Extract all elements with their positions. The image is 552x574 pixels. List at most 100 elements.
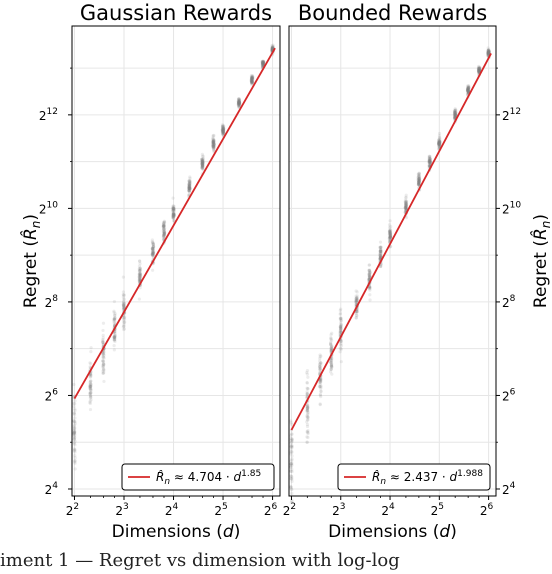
scatter-point [73, 420, 77, 424]
scatter-point [250, 79, 255, 84]
scatter-point [260, 61, 265, 65]
scatter-point [318, 368, 322, 372]
scatter-point [151, 241, 155, 246]
scatter-point [101, 340, 105, 344]
scatter-point [289, 474, 294, 478]
scatter-point [101, 362, 106, 366]
scatter-point [388, 230, 393, 234]
scatter-point [379, 248, 383, 252]
scatter-point [404, 202, 408, 206]
scatter-point [162, 224, 166, 228]
scatter-point [289, 421, 293, 425]
scatter-point [237, 101, 241, 105]
scatter-point [467, 84, 471, 88]
scatter-point [162, 230, 166, 234]
scatter-point [150, 252, 154, 256]
scatter-point [305, 380, 309, 385]
scatter-point [306, 435, 310, 440]
scatter-point [221, 129, 225, 133]
scatter-point [388, 232, 392, 236]
scatter-point [355, 298, 359, 302]
scatter-point [112, 335, 116, 339]
scatter-point [319, 385, 323, 389]
scatter-point [486, 50, 490, 55]
scatter-point [171, 207, 175, 211]
scatter-point [201, 158, 205, 163]
scatter-point [200, 161, 205, 165]
scatter-point [162, 230, 166, 234]
scatter-point [187, 189, 191, 193]
scatter-point [330, 357, 334, 361]
scatter-point [453, 107, 457, 111]
scatter-point [187, 188, 192, 193]
scatter-point [72, 428, 76, 432]
scatter-point [367, 268, 371, 272]
scatter-point [122, 318, 126, 322]
scatter-point [138, 269, 142, 273]
scatter-point [453, 114, 457, 118]
scatter-point [262, 60, 266, 64]
scatter-point [220, 127, 224, 132]
scatter-point [465, 89, 470, 93]
scatter-point [289, 477, 293, 481]
scatter-point [162, 230, 166, 234]
scatter-point [260, 64, 264, 68]
scatter-point [138, 276, 142, 280]
scatter-point [187, 183, 191, 187]
scatter-point [89, 384, 93, 389]
scatter-point [237, 100, 241, 104]
scatter-point [200, 160, 204, 164]
scatter-point [466, 84, 470, 88]
scatter-point [200, 162, 204, 166]
scatter-point [237, 99, 241, 103]
scatter-point [404, 204, 408, 208]
scatter-point [329, 336, 333, 340]
scatter-point [305, 440, 309, 444]
scatter-point [251, 76, 255, 80]
scatter-point [261, 61, 265, 66]
scatter-point [260, 61, 264, 65]
scatter-point [467, 85, 471, 89]
scatter-point [112, 336, 116, 340]
scatter-point [417, 179, 421, 183]
scatter-point [200, 164, 204, 169]
scatter-point [467, 85, 471, 89]
scatter-point [355, 290, 359, 294]
scatter-point [220, 129, 224, 133]
scatter-point [428, 160, 432, 164]
scatter-point [305, 370, 309, 375]
scatter-point [289, 485, 293, 489]
scatter-point [387, 237, 391, 241]
scatter-point [101, 354, 105, 358]
scatter-point [477, 69, 481, 73]
scatter-point [73, 439, 77, 443]
scatter-point [290, 438, 294, 443]
scatter-point [211, 141, 215, 145]
scatter-point [221, 128, 225, 132]
scatter-point [437, 140, 441, 144]
scatter-point [305, 392, 309, 396]
scatter-point [389, 234, 393, 238]
scatter-point [437, 138, 441, 143]
y-tick-label: 212 [39, 107, 58, 123]
scatter-point [73, 448, 77, 452]
scatter-point [237, 100, 241, 104]
scatter-point [201, 156, 205, 160]
scatter-point [73, 416, 77, 420]
scatter-point [161, 233, 166, 237]
scatter-point [137, 277, 142, 281]
scatter-point [339, 329, 343, 334]
scatter-point [318, 366, 322, 371]
scatter-point [237, 100, 241, 104]
scatter-point [339, 360, 343, 364]
scatter-point [212, 140, 216, 144]
scatter-point [270, 45, 275, 49]
scatter-point [211, 136, 215, 140]
scatter-point [101, 352, 105, 356]
scatter-point [437, 140, 441, 144]
scatter-point [88, 401, 92, 406]
scatter-point [236, 102, 240, 106]
scatter-point [289, 462, 293, 466]
scatter-point [172, 211, 176, 215]
scatter-point [162, 220, 167, 224]
